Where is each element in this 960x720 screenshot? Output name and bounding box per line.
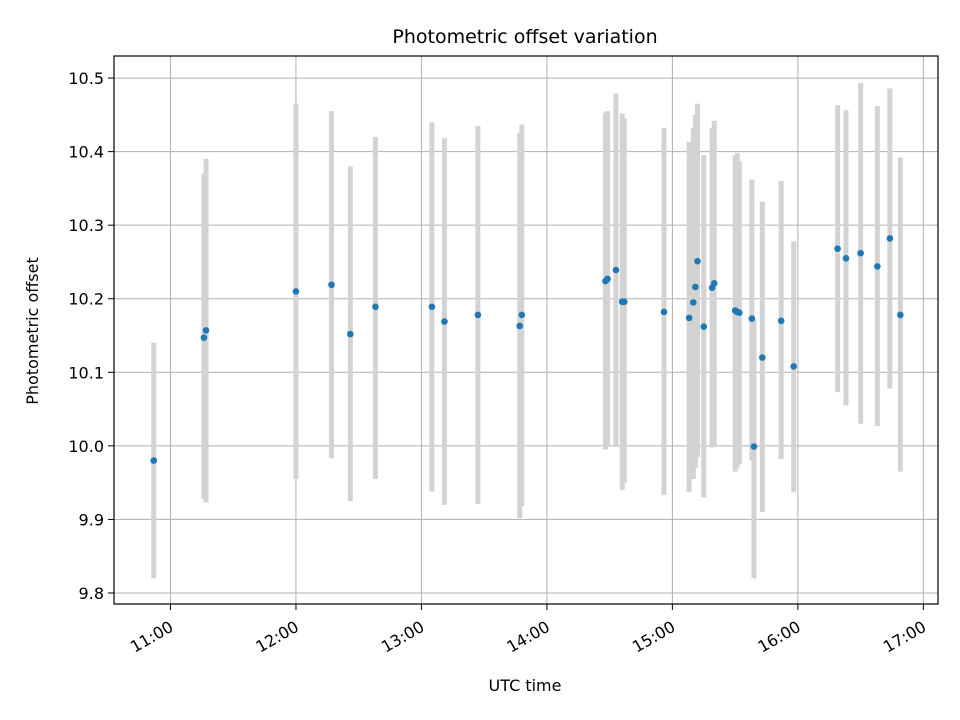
y-tick-label: 10.4 xyxy=(68,143,104,162)
data-point xyxy=(777,317,785,325)
data-point xyxy=(612,266,620,274)
data-point xyxy=(372,303,379,311)
data-point xyxy=(620,298,628,305)
chart-title: Photometric offset variation xyxy=(392,26,657,48)
data-point xyxy=(200,334,208,342)
y-tick-label: 10.0 xyxy=(68,437,104,456)
data-point xyxy=(660,308,668,316)
data-point xyxy=(516,322,524,330)
y-tick-label: 10.2 xyxy=(68,290,104,309)
data-point xyxy=(328,281,335,289)
data-point xyxy=(150,457,158,464)
data-point xyxy=(750,443,758,450)
data-point xyxy=(886,235,894,242)
grid xyxy=(114,56,938,604)
x-axis-label: UTC time xyxy=(489,676,562,695)
data-point xyxy=(685,314,693,322)
data-point xyxy=(759,354,766,361)
data-point xyxy=(857,249,864,257)
data-point xyxy=(692,283,699,291)
y-tick-label: 9.9 xyxy=(79,510,104,529)
y-axis: 9.8 9.9 10.0 10.1 10.2 10.3 10.4 10.5 xyxy=(68,69,114,603)
data-point xyxy=(518,311,526,319)
data-point xyxy=(604,275,611,283)
y-tick-label: 10.5 xyxy=(68,69,104,88)
data-point xyxy=(474,311,482,319)
data-point xyxy=(748,315,756,322)
data-point xyxy=(790,363,797,370)
plot-frame xyxy=(113,55,939,605)
data-point xyxy=(842,254,850,262)
data-point xyxy=(874,263,881,270)
data-point xyxy=(710,279,718,287)
data-points xyxy=(150,235,904,464)
data-point xyxy=(700,323,708,330)
y-tick-label: 9.8 xyxy=(79,584,104,603)
data-point xyxy=(202,327,210,334)
data-point xyxy=(834,245,841,253)
data-point xyxy=(428,303,436,311)
y-tick-label: 10.3 xyxy=(68,216,104,235)
y-tick-label: 10.1 xyxy=(68,363,104,382)
data-point xyxy=(897,311,904,319)
data-point xyxy=(690,299,697,306)
data-point xyxy=(694,257,701,265)
data-point xyxy=(292,288,300,295)
data-point xyxy=(347,330,354,338)
data-point xyxy=(736,309,743,317)
data-point xyxy=(441,318,448,325)
y-axis-label: Photometric offset xyxy=(23,257,42,405)
